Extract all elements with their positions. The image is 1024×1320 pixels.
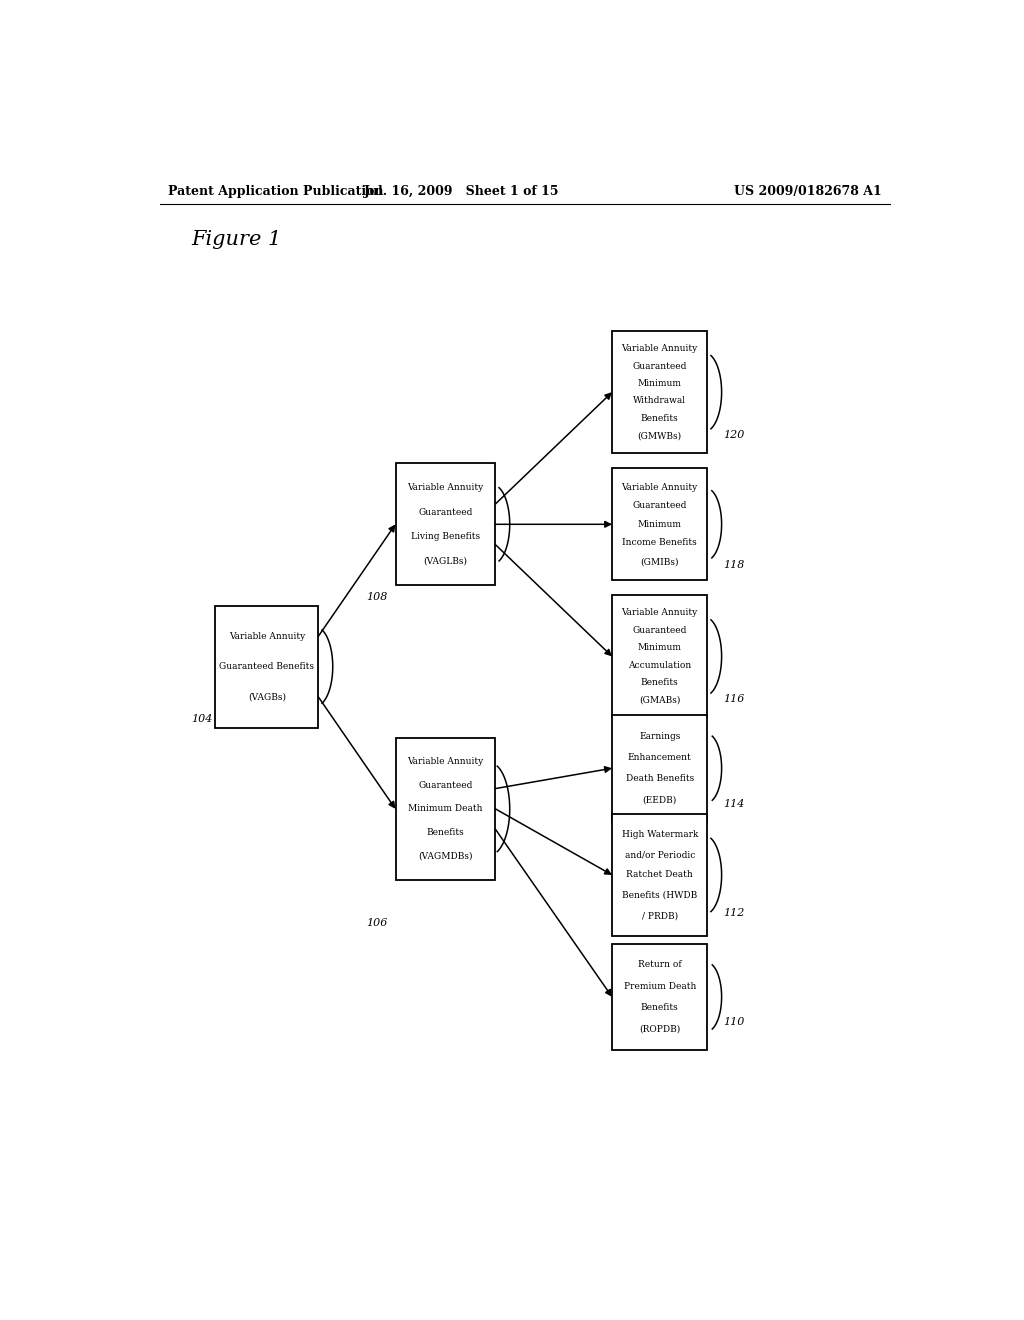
Text: Benefits: Benefits <box>641 413 679 422</box>
Text: Accumulation: Accumulation <box>628 660 691 669</box>
Text: (GMWBs): (GMWBs) <box>638 432 682 441</box>
Text: Income Benefits: Income Benefits <box>623 539 697 548</box>
Text: 118: 118 <box>723 560 744 570</box>
FancyBboxPatch shape <box>612 469 708 581</box>
Text: Benefits: Benefits <box>427 828 464 837</box>
Text: Death Benefits: Death Benefits <box>626 775 694 783</box>
Text: Benefits: Benefits <box>641 1003 679 1012</box>
FancyBboxPatch shape <box>612 331 708 453</box>
Text: Guaranteed Benefits: Guaranteed Benefits <box>219 663 314 671</box>
Text: High Watermark: High Watermark <box>622 830 698 838</box>
Text: Variable Annuity: Variable Annuity <box>408 483 483 492</box>
Text: Guaranteed: Guaranteed <box>418 780 473 789</box>
Text: / PRDB): / PRDB) <box>642 911 678 920</box>
Text: Variable Annuity: Variable Annuity <box>622 483 697 491</box>
Text: 104: 104 <box>191 714 213 725</box>
Text: Variable Annuity: Variable Annuity <box>622 609 697 618</box>
Text: Variable Annuity: Variable Annuity <box>228 631 305 640</box>
Text: Minimum: Minimum <box>638 520 682 529</box>
Text: (ROPDB): (ROPDB) <box>639 1024 680 1034</box>
Text: 114: 114 <box>723 799 744 809</box>
Text: Earnings: Earnings <box>639 731 680 741</box>
Text: Figure 1: Figure 1 <box>191 230 282 249</box>
Text: 116: 116 <box>723 694 744 704</box>
Text: 110: 110 <box>723 1018 744 1027</box>
Text: Premium Death: Premium Death <box>624 982 696 991</box>
Text: (VAGMDBs): (VAGMDBs) <box>418 851 473 861</box>
Text: (GMIBs): (GMIBs) <box>640 557 679 566</box>
FancyBboxPatch shape <box>215 606 318 727</box>
Text: Minimum: Minimum <box>638 379 682 388</box>
FancyBboxPatch shape <box>396 463 495 585</box>
Text: Minimum: Minimum <box>638 643 682 652</box>
Text: 112: 112 <box>723 908 744 917</box>
Text: (GMABs): (GMABs) <box>639 696 680 705</box>
Text: Enhancement: Enhancement <box>628 754 691 762</box>
FancyBboxPatch shape <box>396 738 495 880</box>
Text: 120: 120 <box>723 430 744 440</box>
Text: Minimum Death: Minimum Death <box>409 804 482 813</box>
FancyBboxPatch shape <box>612 944 708 1051</box>
Text: Variable Annuity: Variable Annuity <box>622 345 697 354</box>
Text: Return of: Return of <box>638 961 682 969</box>
Text: Guaranteed: Guaranteed <box>418 508 473 516</box>
Text: (EEDB): (EEDB) <box>643 796 677 805</box>
Text: Ratchet Death: Ratchet Death <box>627 870 693 879</box>
FancyBboxPatch shape <box>612 715 708 821</box>
Text: Benefits: Benefits <box>641 678 679 688</box>
Text: (VAGLBs): (VAGLBs) <box>424 557 467 565</box>
Text: Jul. 16, 2009   Sheet 1 of 15: Jul. 16, 2009 Sheet 1 of 15 <box>364 185 559 198</box>
Text: Guaranteed: Guaranteed <box>633 502 687 510</box>
Text: US 2009/0182678 A1: US 2009/0182678 A1 <box>734 185 882 198</box>
Text: Withdrawal: Withdrawal <box>633 396 686 405</box>
Text: 106: 106 <box>367 917 387 928</box>
FancyBboxPatch shape <box>612 814 708 936</box>
Text: Living Benefits: Living Benefits <box>411 532 480 541</box>
Text: Variable Annuity: Variable Annuity <box>408 756 483 766</box>
Text: Guaranteed: Guaranteed <box>633 362 687 371</box>
Text: 108: 108 <box>367 593 387 602</box>
FancyBboxPatch shape <box>612 595 708 718</box>
Text: (VAGBs): (VAGBs) <box>248 693 286 702</box>
Text: and/or Periodic: and/or Periodic <box>625 850 695 859</box>
Text: Patent Application Publication: Patent Application Publication <box>168 185 383 198</box>
Text: Guaranteed: Guaranteed <box>633 626 687 635</box>
Text: Benefits (HWDB: Benefits (HWDB <box>623 891 697 900</box>
